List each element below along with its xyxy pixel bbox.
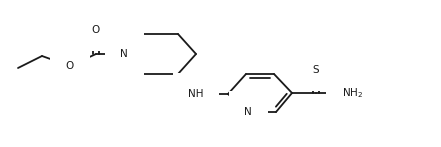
Text: NH$_2$: NH$_2$ bbox=[342, 86, 363, 100]
Text: NH: NH bbox=[342, 88, 358, 98]
Text: O: O bbox=[66, 61, 74, 71]
Text: N: N bbox=[120, 49, 128, 59]
Text: NH: NH bbox=[188, 89, 204, 99]
Text: O: O bbox=[92, 25, 100, 35]
Text: N: N bbox=[244, 107, 252, 117]
Text: S: S bbox=[313, 65, 319, 75]
